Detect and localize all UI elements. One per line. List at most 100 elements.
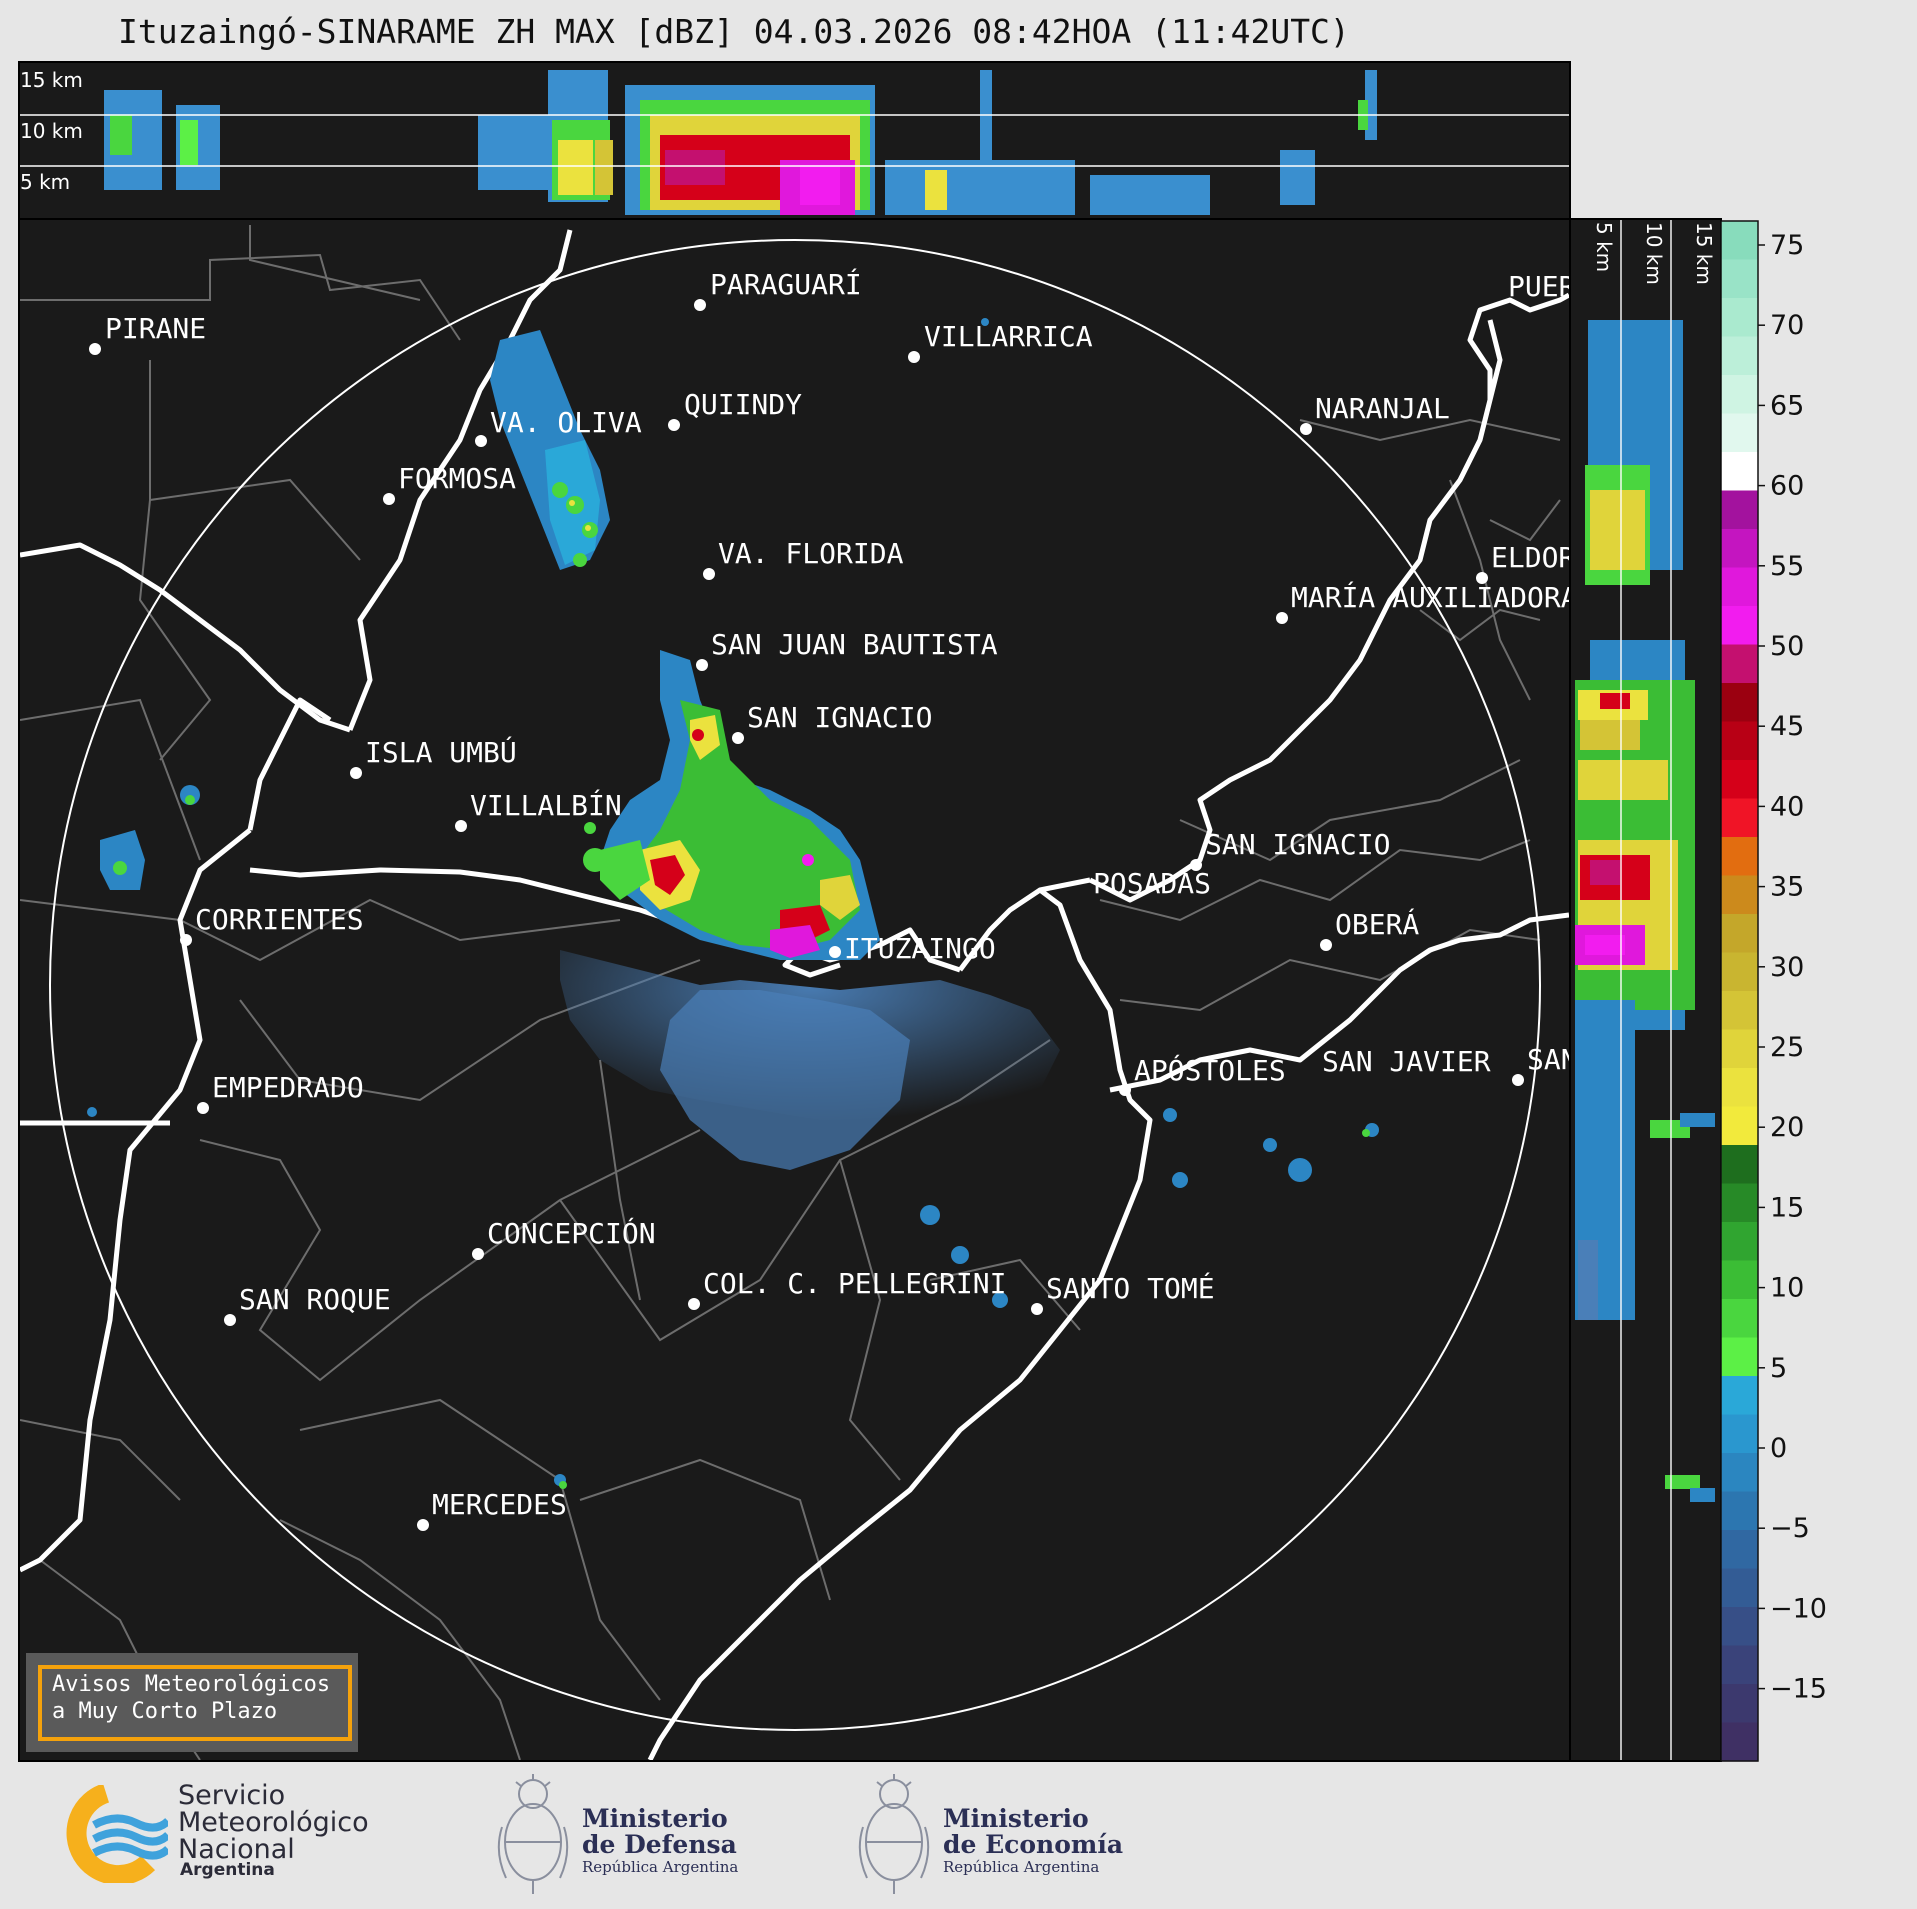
svg-text:QUIINDY: QUIINDY: [684, 388, 802, 421]
colorbar-band: [1721, 298, 1758, 338]
svg-text:OBERÁ: OBERÁ: [1335, 907, 1419, 941]
colorbar-tick-label: 65: [1770, 390, 1804, 421]
side-km-label-10: 10 km: [1642, 222, 1666, 285]
svg-text:MERCEDES: MERCEDES: [432, 1488, 567, 1521]
place-mercedes: MERCEDES: [417, 1488, 567, 1531]
svg-text:ITUZAINGÓ: ITUZAINGÓ: [844, 931, 996, 965]
colorbar-tick-label: 30: [1770, 952, 1804, 983]
colorbar-band: [1721, 1376, 1758, 1416]
side-km-label-5: 5 km: [1592, 222, 1616, 272]
colorbar-band: [1721, 1645, 1758, 1685]
colorbar-tick-label: −10: [1770, 1593, 1827, 1624]
svg-text:SAN IGNACIO: SAN IGNACIO: [747, 701, 932, 734]
coat-of-arms-icon: [858, 1774, 930, 1894]
svg-text:SAN JUAN BAUTISTA: SAN JUAN BAUTISTA: [711, 628, 998, 661]
svg-text:SAN ROQUE: SAN ROQUE: [239, 1283, 391, 1316]
svg-text:CONCEPCIÓN: CONCEPCIÓN: [487, 1216, 656, 1250]
place-corrientes: CORRIENTES: [180, 903, 364, 946]
svg-text:PIRANE: PIRANE: [105, 312, 206, 345]
economia-text: Ministerio de Economía República Argenti…: [943, 1806, 1124, 1877]
place-villarrica: VILLARRICA: [908, 320, 1093, 363]
colorbar-band: [1721, 221, 1758, 261]
svg-text:MARÍA AUXILIADORA: MARÍA AUXILIADORA: [1291, 580, 1578, 614]
colorbar-band: [1721, 259, 1758, 299]
colorbar-band: [1721, 1414, 1758, 1454]
place-apostoles: APÓSTOLES: [1119, 1053, 1286, 1096]
colorbar-tick-label: 35: [1770, 872, 1804, 903]
colorbar-band: [1721, 1145, 1758, 1185]
colorbar-band: [1721, 760, 1758, 800]
svg-text:POSADAS: POSADAS: [1093, 867, 1211, 900]
warning-line-2: a Muy Corto Plazo: [52, 1699, 278, 1724]
colorbar-band: [1721, 1722, 1758, 1762]
place-san-ignacio-py: SAN IGNACIO: [732, 701, 932, 744]
colorbar-band: [1721, 1491, 1758, 1531]
place-va-florida: VA. FLORIDA: [703, 537, 904, 580]
svg-text:SAN IGNACIO: SAN IGNACIO: [1205, 828, 1390, 861]
place-maria-auxiliadora: MARÍA AUXILIADORA: [1276, 580, 1578, 624]
colorbar-band: [1721, 683, 1758, 723]
economia-line-3: República Argentina: [943, 1858, 1100, 1876]
place-naranjal: NARANJAL: [1300, 392, 1450, 435]
colorbar-band: [1721, 490, 1758, 530]
svg-text:VA. OLIVA: VA. OLIVA: [490, 406, 642, 439]
colorbar-tick-label: −15: [1770, 1674, 1827, 1705]
colorbar-band: [1721, 1568, 1758, 1608]
colorbar-tick-label: 45: [1770, 711, 1804, 742]
colorbar-band: [1721, 375, 1758, 415]
place-va-oliva: VA. OLIVA: [475, 406, 642, 447]
colorbar-band: [1721, 1068, 1758, 1108]
colorbar-band: [1721, 567, 1758, 607]
warning-box[interactable]: Avisos Meteorológicos a Muy Corto Plazo: [26, 1653, 358, 1752]
svg-text:EMPEDRADO: EMPEDRADO: [212, 1071, 364, 1104]
colorbar-band: [1721, 1183, 1758, 1223]
svg-text:NARANJAL: NARANJAL: [1315, 392, 1450, 425]
place-labels: PIRANE PARAGUARÍ VILLARRICA QUIINDY VA. …: [89, 267, 1626, 1531]
place-concepcion: CONCEPCIÓN: [472, 1216, 656, 1260]
smn-logo-text: Servicio Meteorológico Nacional: [178, 1782, 369, 1863]
colorbar-tick-label: 60: [1770, 471, 1804, 502]
svg-text:CORRIENTES: CORRIENTES: [195, 903, 364, 936]
top-km-label-15: 15 km: [20, 68, 83, 92]
colorbar-band: [1721, 644, 1758, 684]
place-san-ignacio-ar: SAN IGNACIO: [1190, 828, 1390, 871]
place-empedrado: EMPEDRADO: [197, 1071, 364, 1114]
svg-text:SANTO TOMÉ: SANTO TOMÉ: [1046, 1271, 1215, 1305]
colorbar-band: [1721, 606, 1758, 646]
colorbar-band: [1721, 529, 1758, 569]
economia-line-2: de Economía: [943, 1830, 1124, 1859]
svg-text:COL. C. PELLEGRINI: COL. C. PELLEGRINI: [703, 1267, 1006, 1300]
place-san-juan-bautista: SAN JUAN BAUTISTA: [696, 628, 998, 671]
colorbar-band: [1721, 875, 1758, 915]
smn-line-3: Nacional: [178, 1834, 295, 1865]
place-col-pellegrini: COL. C. PELLEGRINI: [688, 1267, 1006, 1310]
colorbar-tick-label: 70: [1770, 310, 1804, 341]
top-km-label-5: 5 km: [20, 170, 70, 194]
place-ituzaingo: ITUZAINGÓ: [829, 931, 996, 965]
warning-box-frame: Avisos Meteorológicos a Muy Corto Plazo: [38, 1665, 352, 1741]
defensa-line-2: de Defensa: [582, 1830, 737, 1859]
colorbar-tick-label: 5: [1770, 1353, 1787, 1384]
place-san-javier: SAN JAVIER: [1322, 1045, 1491, 1078]
colorbar-band: [1721, 1260, 1758, 1300]
svg-text:FORMOSA: FORMOSA: [398, 462, 516, 495]
place-posadas: POSADAS: [1093, 867, 1211, 900]
colorbar-band: [1721, 914, 1758, 954]
colorbar-tick-label: 0: [1770, 1433, 1787, 1464]
colorbar-tick-label: −5: [1770, 1513, 1810, 1544]
svg-text:VILLALBÍN: VILLALBÍN: [470, 788, 622, 822]
radar-echoes: [87, 318, 1379, 1489]
colorbar-band: [1721, 1029, 1758, 1069]
place-obera: OBERÁ: [1320, 907, 1419, 951]
svg-text:APÓSTOLES: APÓSTOLES: [1134, 1053, 1286, 1087]
colorbar-band: [1721, 336, 1758, 376]
defensa-text: Ministerio de Defensa República Argentin…: [582, 1806, 738, 1877]
colorbar-band: [1721, 1222, 1758, 1262]
map-panel: PIRANE PARAGUARÍ VILLARRICA QUIINDY VA. …: [18, 218, 1626, 1762]
svg-text:PARAGUARÍ: PARAGUARÍ: [710, 267, 862, 301]
map-title: Ituzaingó-SINARAME ZH MAX [dBZ] 04.03.20…: [118, 12, 1350, 51]
colorbar-band: [1721, 1337, 1758, 1377]
